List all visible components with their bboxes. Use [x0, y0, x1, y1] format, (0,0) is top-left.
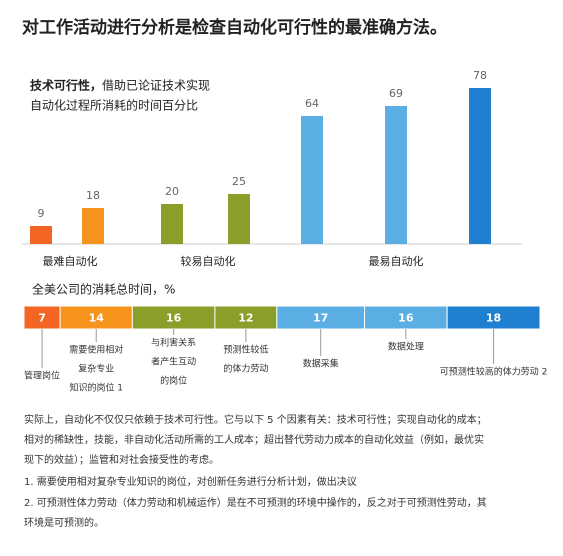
- group-label: 较易自动化: [181, 254, 236, 268]
- value-label: 69: [389, 87, 403, 100]
- note-line: 1. 需要使用相对复杂专业知识的岗位，对创新任务进行分析计划，做出决议: [24, 475, 357, 488]
- stack-title: 全美公司的消耗总时间，%: [32, 282, 175, 297]
- category-label: 者产生互动: [151, 356, 196, 368]
- bar: [228, 194, 250, 244]
- segment-label: 18: [486, 312, 501, 325]
- note-line: 相对的稀缺性，技能，非自动化活动所需的工人成本；超出替代劳动力成本的自动化效益（…: [24, 433, 484, 446]
- category-label: 预测性较低: [223, 344, 268, 356]
- category-label: 需要使用相对: [69, 344, 123, 356]
- bar: [469, 88, 491, 244]
- category-label: 数据处理: [388, 341, 424, 353]
- category-label: 与利害关系: [151, 337, 196, 349]
- value-label: 18: [86, 189, 100, 202]
- bar: [82, 208, 104, 244]
- note-line: 现下的效益）；监管和对社会接受性的考虑。: [24, 453, 219, 466]
- value-label: 64: [305, 97, 319, 110]
- subtitle: 借助已论证技术实现: [102, 78, 210, 93]
- subtitle-bold: 技术可行性，: [30, 78, 102, 93]
- segment-label: 7: [38, 312, 46, 325]
- category-label: 数据采集: [303, 358, 339, 370]
- bar: [385, 106, 407, 244]
- value-label: 20: [165, 185, 179, 198]
- note-line: 环境是可预测的。: [24, 516, 104, 529]
- note-line: 2. 可预测性体力劳动（体力劳动和机械运作）是在不可预测的环境中操作的，反之对于…: [24, 496, 487, 509]
- group-label: 最难自动化: [43, 254, 98, 268]
- category-label: 的岗位: [160, 375, 187, 387]
- category-label: 知识的岗位 1: [69, 382, 123, 394]
- segment-label: 17: [313, 312, 328, 325]
- segment-label: 12: [238, 312, 253, 325]
- segment-label: 14: [89, 312, 105, 325]
- segment-label: 16: [398, 312, 414, 325]
- bar: [30, 226, 52, 244]
- bar: [161, 204, 183, 244]
- value-label: 9: [38, 207, 45, 220]
- note-line: 实际上，自动化不仅仅只依赖于技术可行性。它与以下 5 个因素有关：技术可行性；实…: [24, 413, 487, 426]
- segment-label: 16: [166, 312, 182, 325]
- category-label: 管理岗位: [24, 370, 60, 382]
- value-label: 78: [473, 69, 487, 82]
- value-label: 25: [232, 175, 246, 188]
- chart-title: 对工作活动进行分析是检查自动化可行性的最准确方法。: [22, 17, 447, 38]
- subtitle: 自动化过程所消耗的时间百分比: [30, 98, 198, 113]
- category-label: 的体力劳动: [223, 363, 268, 375]
- bar: [301, 116, 323, 244]
- group-label: 最易自动化: [369, 254, 424, 268]
- category-label: 可预测性较高的体力劳动 2: [440, 366, 548, 378]
- category-label: 复杂专业: [78, 363, 114, 375]
